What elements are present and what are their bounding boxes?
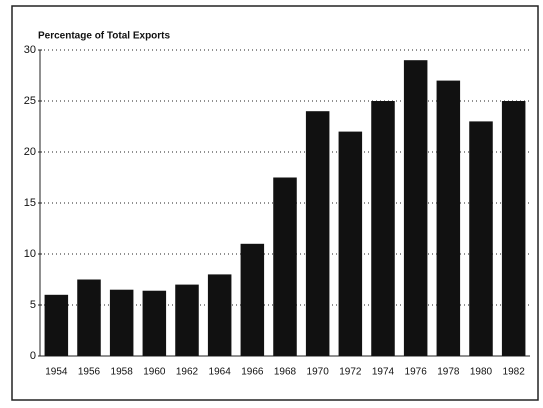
bar bbox=[109, 289, 134, 356]
frame bbox=[11, 5, 539, 401]
bar bbox=[469, 121, 493, 357]
bar bbox=[501, 101, 526, 356]
bar bbox=[273, 177, 297, 356]
x-tick-label: 1976 bbox=[405, 367, 428, 378]
y-tick-label: 20 bbox=[24, 146, 36, 158]
y-tick-label: 25 bbox=[24, 95, 36, 107]
x-tick-label: 1958 bbox=[111, 367, 134, 378]
y-tick-label: 5 bbox=[30, 299, 36, 311]
bar bbox=[77, 279, 101, 356]
bar bbox=[240, 243, 265, 356]
bar bbox=[142, 290, 167, 356]
x-tick-label: 1974 bbox=[372, 367, 395, 378]
bar bbox=[436, 80, 461, 356]
x-tick-label: 1978 bbox=[437, 367, 460, 378]
x-tick-label: 1966 bbox=[241, 367, 264, 378]
x-tick-label: 1980 bbox=[470, 367, 493, 378]
y-tick-label: 30 bbox=[24, 44, 36, 56]
x-tick-label: 1962 bbox=[176, 367, 199, 378]
chart-title: Percentage of Total Exports bbox=[38, 31, 171, 42]
x-tick-label: 1956 bbox=[78, 367, 101, 378]
x-tick-label: 1964 bbox=[209, 367, 232, 378]
bar bbox=[305, 111, 330, 356]
y-tick-label: 10 bbox=[24, 248, 36, 260]
x-tick-label: 1960 bbox=[143, 367, 166, 378]
x-tick-label: 1970 bbox=[307, 367, 330, 378]
x-tick-label: 1972 bbox=[339, 367, 362, 378]
x-tick-label: 1982 bbox=[503, 367, 526, 378]
x-tick-label: 1968 bbox=[274, 367, 297, 378]
x-tick-label: 1954 bbox=[45, 367, 68, 378]
bar bbox=[371, 101, 395, 356]
bar bbox=[403, 60, 428, 356]
bar bbox=[207, 274, 232, 356]
bar bbox=[338, 131, 363, 356]
bar bbox=[175, 284, 199, 356]
y-tick-label: 0 bbox=[30, 350, 36, 362]
bar bbox=[44, 294, 69, 356]
y-tick-label: 15 bbox=[24, 197, 36, 209]
